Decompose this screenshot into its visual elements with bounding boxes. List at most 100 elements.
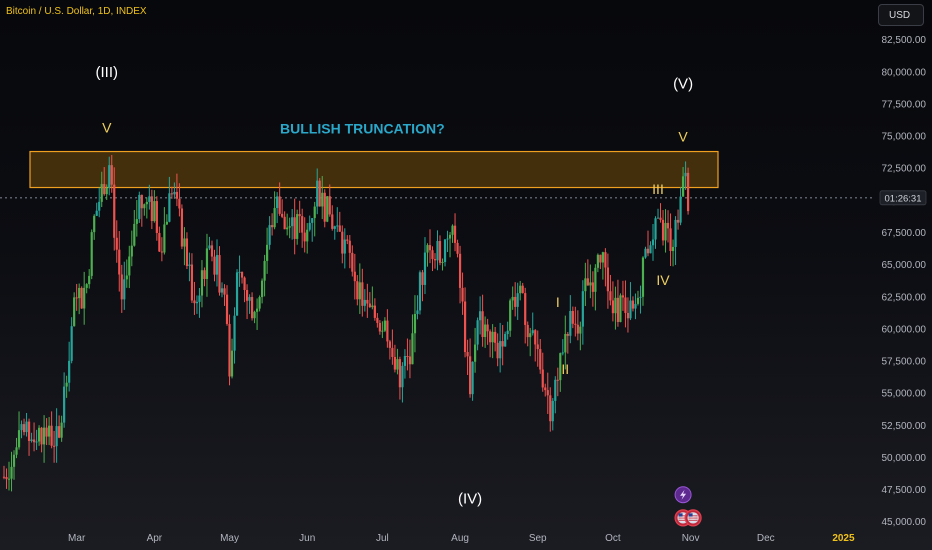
candle-body [12,454,16,467]
candle-body [458,253,462,288]
candle-body [83,287,86,309]
candle-body [58,426,61,438]
candle-body [203,270,206,279]
candle-body [140,194,143,209]
wave-label: I [556,294,560,310]
x-tick-label: Sep [529,533,547,544]
candle-body [153,201,156,222]
candle-body [293,217,296,239]
candle-body [103,184,106,195]
candle-body [669,228,672,252]
candle-body [195,301,199,304]
candle-body [448,234,452,239]
candle-body [250,297,254,319]
candle-body [393,356,397,370]
candle-body [268,225,271,245]
candle-body [2,476,6,478]
symbol-title: Bitcoin / U.S. Dollar, 1D, INDEX [6,6,147,17]
candle-body [468,356,472,395]
y-tick-label: 52,500.00 [882,421,927,432]
candle-body [383,320,386,331]
candle-body [178,198,181,209]
resistance-zone[interactable] [29,150,719,189]
candle-body [388,341,391,348]
candle-body [328,196,331,215]
candle-body [30,439,33,441]
candle-body [363,299,366,306]
candle-body [240,271,244,278]
candle-body [636,297,640,304]
candle-body [333,226,336,229]
currency-button[interactable]: USD [878,4,924,26]
candle-body [489,331,492,343]
candle-body [601,252,604,263]
candle-body [586,278,589,286]
candle-body [271,225,274,228]
y-tick-label: 82,500.00 [882,35,927,46]
candle-body [258,297,261,309]
candle-body [494,331,497,343]
candle-body [644,248,647,258]
x-tick-label: 2025 [832,533,855,544]
candle-body [90,232,93,276]
candle-body [243,277,246,291]
candle-body [78,287,81,299]
candle-body [220,288,224,293]
candle-body [283,216,286,230]
candle-body [634,303,637,309]
candle-body [646,248,650,254]
y-tick-label: 50,000.00 [882,453,927,464]
x-tick-label: Aug [451,533,469,544]
candle-body [416,310,419,314]
candle-body [45,427,48,437]
lightning-icon[interactable] [674,486,692,504]
candle-body [616,297,620,322]
candle-body [551,400,554,422]
candle-body [519,285,522,294]
candle-body [230,350,234,377]
candle-body [671,246,675,252]
candle-body [235,272,239,316]
candle-body [473,344,477,362]
candle-body [321,192,324,207]
candle-body [574,323,577,325]
candle-body [391,347,394,357]
candle-body [255,308,259,312]
candle-body [218,255,221,293]
candle-body [55,426,58,447]
us-flag-icon[interactable] [684,509,702,527]
candle-body [641,257,645,297]
candle-body [351,252,354,272]
candle-body [318,180,321,207]
candle-body [536,344,539,350]
candle-body [421,272,424,285]
candle-body [504,334,507,347]
candle-body [546,390,549,396]
candle-body [323,192,326,222]
candle-body [70,326,73,361]
candle-body [629,300,632,319]
candle-body [278,196,281,214]
candle-body [666,222,670,229]
candle-body [479,311,482,321]
candle-body [95,210,98,216]
candle-body [7,478,11,480]
candle-body [348,240,351,253]
candle-body [604,252,607,268]
candle-body [549,395,552,422]
candle-body [559,353,562,381]
candle-body [594,267,597,292]
candle-body [133,223,136,246]
candle-body [188,264,191,266]
y-tick-label: 57,500.00 [882,357,927,368]
candle-body [411,333,414,365]
countdown-text: 01:26:31 [885,193,922,204]
candle-body [441,261,444,263]
candle-body [584,278,587,292]
candle-body [213,256,216,275]
candle-body [531,330,534,334]
y-tick-label: 65,000.00 [882,260,927,271]
candle-body [173,191,176,195]
candle-body [501,341,504,347]
